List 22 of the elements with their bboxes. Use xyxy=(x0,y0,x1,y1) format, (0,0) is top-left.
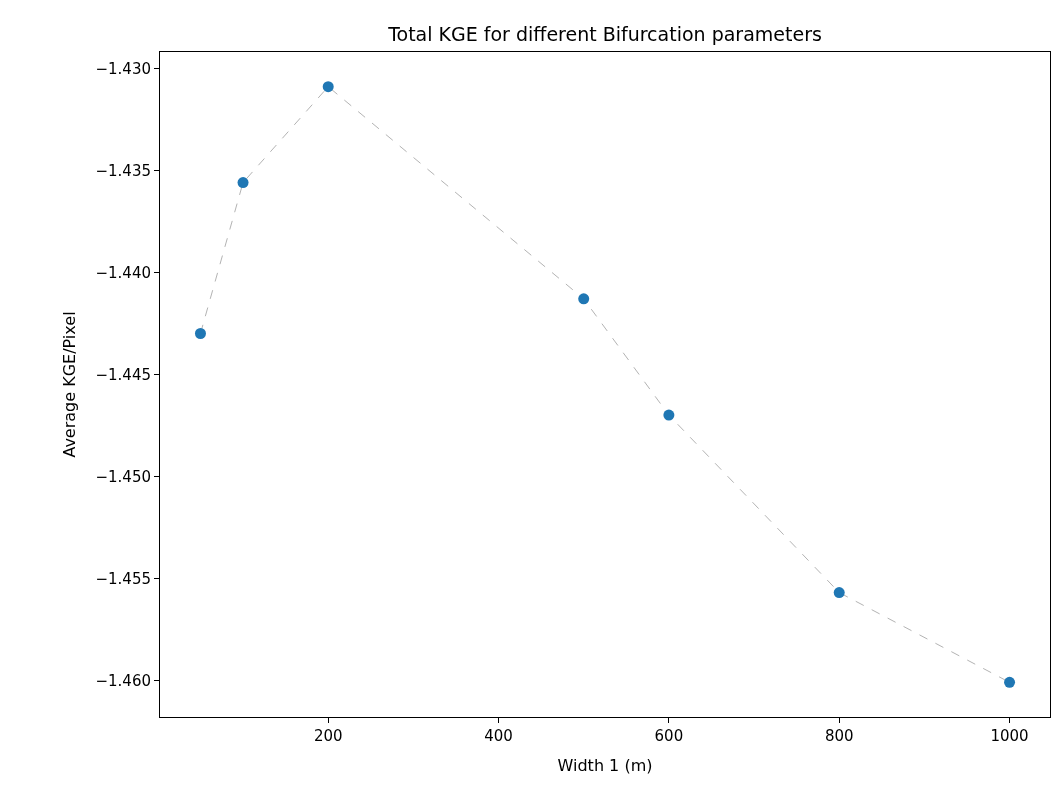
y-tick-label: −1.440 xyxy=(95,263,151,282)
point xyxy=(322,81,334,93)
point xyxy=(578,293,590,305)
x-tick-label: 200 xyxy=(313,727,343,745)
point xyxy=(663,409,675,421)
x-tick-label: 1000 xyxy=(990,727,1029,745)
y-tick-label: −1.455 xyxy=(95,569,151,588)
chart-title: Total KGE for different Bifurcation parameters xyxy=(387,23,822,46)
x-tick-label: 600 xyxy=(654,727,684,745)
x-tick-label: 800 xyxy=(824,727,854,745)
point xyxy=(194,328,206,339)
point xyxy=(237,177,249,189)
point xyxy=(833,587,845,599)
x-axis-title: Width 1 (m) xyxy=(557,755,653,775)
y-tick-label: −1.430 xyxy=(95,59,151,78)
y-tick-label: −1.435 xyxy=(95,161,151,180)
y-tick-label: −1.460 xyxy=(95,671,151,690)
y-tick-label: −1.450 xyxy=(95,467,151,486)
x-tick-label: 400 xyxy=(484,727,513,745)
y-tick-label: −1.445 xyxy=(95,365,151,384)
y-axis-title: Average KGE/Pixel xyxy=(60,311,80,458)
point xyxy=(1004,676,1016,688)
